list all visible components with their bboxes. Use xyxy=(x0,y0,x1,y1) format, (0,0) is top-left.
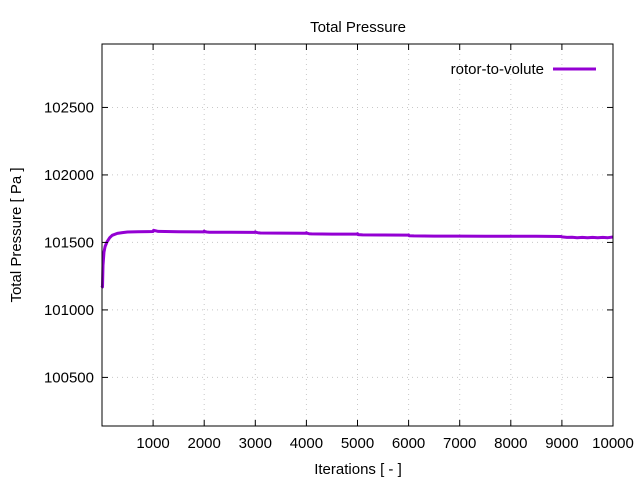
x-tick-label: 4000 xyxy=(290,435,323,452)
x-tick-label: 10000 xyxy=(592,435,634,452)
x-tick-label: 9000 xyxy=(545,435,578,452)
x-tick-label: 1000 xyxy=(136,435,169,452)
y-tick-label: 101500 xyxy=(44,234,94,251)
chart-title: Total Pressure xyxy=(310,19,406,36)
series-layer xyxy=(100,228,614,289)
x-axis-label: Iterations [ - ] xyxy=(314,461,402,478)
x-tick-label: 8000 xyxy=(494,435,527,452)
y-tick-label: 102000 xyxy=(44,167,94,184)
y-axis-ticks: 100500 101000 101500 102000 102500 xyxy=(44,99,613,386)
y-tick-label: 100500 xyxy=(44,369,94,386)
y-tick-label: 101000 xyxy=(44,302,94,319)
series-line-rotor-to-volute xyxy=(100,228,614,289)
x-tick-label: 6000 xyxy=(392,435,425,452)
x-tick-label: 3000 xyxy=(239,435,272,452)
legend: rotor-to-volute xyxy=(451,61,596,78)
y-axis-label: Total Pressure [ Pa ] xyxy=(8,167,25,302)
x-axis-ticks: 1000 2000 3000 4000 5000 6000 7000 8000 9000 1000… xyxy=(136,44,634,452)
x-tick-label: 2000 xyxy=(188,435,221,452)
y-tick-label: 102500 xyxy=(44,99,94,116)
x-tick-label: 5000 xyxy=(341,435,374,452)
legend-label: rotor-to-volute xyxy=(451,61,544,78)
x-tick-label: 7000 xyxy=(443,435,476,452)
